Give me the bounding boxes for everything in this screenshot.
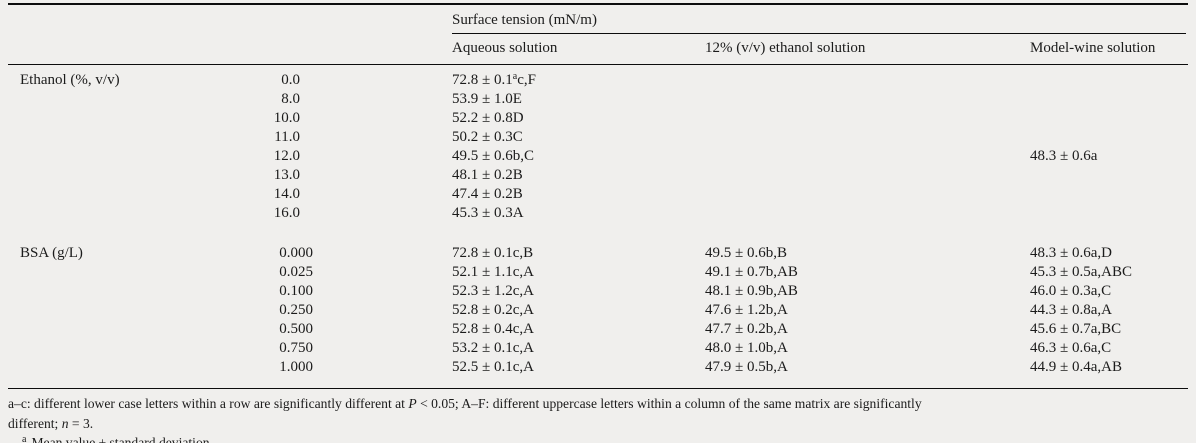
aqueous-value: 45.3 ± 0.3A [452, 205, 524, 221]
table-section: Ethanol (%, v/v) 0.0 72.8 ± 0.1ac,F 8.0 53.9… [8, 71, 1188, 223]
table-row: 0.750 53.2 ± 0.1c,A 48.0 ± 1.0b,A 46.3 ± 0.… [8, 339, 1188, 358]
table-row: 0.500 52.8 ± 0.4c,A 47.7 ± 0.2b,A 45.6 ± 0.… [8, 320, 1188, 339]
ethanol12-value: 47.6 ± 1.2b,A [705, 302, 788, 318]
ethanol12-value: 48.0 ± 1.0b,A [705, 340, 788, 356]
paper-table: Surface tension (mN/m) Aqueous solution … [8, 0, 1188, 443]
modelwine-value: 44.3 ± 0.8a,A [1030, 302, 1112, 318]
table-row: 11.0 50.2 ± 0.3C [8, 128, 1188, 147]
column-header-ethanol12: 12% (v/v) ethanol solution [705, 40, 866, 56]
spanner-heading: Surface tension (mN/m) [452, 5, 1186, 34]
dose-value: 0.000 [279, 245, 313, 261]
modelwine-value: 46.0 ± 0.3a,C [1030, 283, 1112, 299]
table-body: Ethanol (%, v/v) 0.0 72.8 ± 0.1ac,F 8.0 53.9… [8, 65, 1188, 389]
aqueous-value: 49.5 ± 0.6b,C [452, 148, 534, 164]
modelwine-value: 45.6 ± 0.7a,BC [1030, 321, 1122, 337]
dose-value: 0.500 [279, 321, 313, 337]
dose-value: 11.0 [274, 129, 300, 145]
dose-value: 1.000 [279, 359, 313, 375]
table-row: Ethanol (%, v/v) 0.0 72.8 ± 0.1ac,F [8, 71, 1188, 90]
table-row: 13.0 48.1 ± 0.2B [8, 166, 1188, 185]
significance-note-line2: different; n = 3. [8, 415, 94, 431]
table-footnotes: a–c: different lower case letters within… [8, 389, 1188, 443]
significance-note-line1: a–c: different lower case letters within… [8, 396, 922, 411]
spanner-row: Surface tension (mN/m) [8, 5, 1188, 34]
aqueous-value: 52.3 ± 1.2c,A [452, 283, 534, 299]
aqueous-value: 52.2 ± 0.8D [452, 110, 524, 126]
column-header-row: Aqueous solution 12% (v/v) ethanol solut… [8, 34, 1188, 65]
table-row: 16.0 45.3 ± 0.3A [8, 204, 1188, 223]
table-row: 0.100 52.3 ± 1.2c,A 48.1 ± 0.9b,AB 46.0 ± 0… [8, 282, 1188, 301]
table-row: 0.250 52.8 ± 0.2c,A 47.6 ± 1.2b,A 44.3 ± 0.… [8, 301, 1188, 320]
dose-value: 0.750 [279, 340, 313, 356]
aqueous-value: 53.9 ± 1.0E [452, 91, 522, 107]
table-row: 0.025 52.1 ± 1.1c,A 49.1 ± 0.7b,AB 45.3 ± 0… [8, 263, 1188, 282]
dose-value: 0.100 [279, 283, 313, 299]
aqueous-value: 50.2 ± 0.3C [452, 129, 523, 145]
aqueous-value: 47.4 ± 0.2B [452, 186, 523, 202]
ethanol12-value: 47.7 ± 0.2b,A [705, 321, 788, 337]
aqueous-value: 53.2 ± 0.1c,A [452, 340, 534, 356]
aqueous-value: 52.8 ± 0.2c,A [452, 302, 534, 318]
dose-value: 0.250 [279, 302, 313, 318]
dose-value: 8.0 [281, 91, 300, 107]
table-row: 8.0 53.9 ± 1.0E [8, 90, 1188, 109]
aqueous-value: 52.1 ± 1.1c,A [452, 264, 534, 280]
modelwine-value: 46.3 ± 0.6a,C [1030, 340, 1112, 356]
table-row: BSA (g/L) 0.000 72.8 ± 0.1c,B 49.5 ± 0.6b,B… [8, 244, 1188, 263]
row-group-label: BSA (g/L) [20, 245, 83, 261]
modelwine-value: 48.3 ± 0.6a,D [1030, 245, 1112, 261]
dose-value: 0.025 [279, 264, 313, 280]
table-row: 1.000 52.5 ± 0.1c,A 47.9 ± 0.5b,A 44.9 ± 0.… [8, 358, 1188, 377]
modelwine-value: 44.9 ± 0.4a,AB [1030, 359, 1122, 375]
aqueous-value: 52.5 ± 0.1c,A [452, 359, 534, 375]
surface-tension-table: Surface tension (mN/m) Aqueous solution … [8, 3, 1188, 389]
dose-value: 12.0 [273, 148, 300, 164]
row-group-label: Ethanol (%, v/v) [20, 72, 120, 88]
ethanol12-value: 47.9 ± 0.5b,A [705, 359, 788, 375]
mean-value-note: a Mean value ± standard deviation. [22, 434, 213, 443]
dose-value: 10.0 [273, 110, 300, 126]
dose-value: 16.0 [273, 205, 300, 221]
aqueous-value: 72.8 ± 0.1c,B [452, 245, 534, 261]
table-header: Surface tension (mN/m) Aqueous solution … [8, 5, 1188, 65]
table-row: 12.0 49.5 ± 0.6b,C 48.3 ± 0.6a [8, 147, 1188, 166]
modelwine-value: 48.3 ± 0.6a [1030, 148, 1098, 164]
dose-value: 0.0 [281, 72, 300, 88]
ethanol12-value: 48.1 ± 0.9b,AB [705, 283, 798, 299]
ethanol12-value: 49.1 ± 0.7b,AB [705, 264, 798, 280]
aqueous-value: 48.1 ± 0.2B [452, 167, 523, 183]
column-header-aqueous: Aqueous solution [452, 40, 558, 56]
dose-value: 13.0 [273, 167, 300, 183]
aqueous-value: 72.8 ± 0.1ac,F [452, 71, 536, 89]
modelwine-value: 45.3 ± 0.5a,ABC [1030, 264, 1132, 280]
table-section: BSA (g/L) 0.000 72.8 ± 0.1c,B 49.5 ± 0.6b,B… [8, 244, 1188, 377]
table-row: 14.0 47.4 ± 0.2B [8, 185, 1188, 204]
ethanol12-value: 49.5 ± 0.6b,B [705, 245, 787, 261]
table-row: 10.0 52.2 ± 0.8D [8, 109, 1188, 128]
aqueous-value: 52.8 ± 0.4c,A [452, 321, 534, 337]
column-header-modelwine: Model-wine solution [1030, 40, 1156, 56]
dose-value: 14.0 [273, 186, 300, 202]
